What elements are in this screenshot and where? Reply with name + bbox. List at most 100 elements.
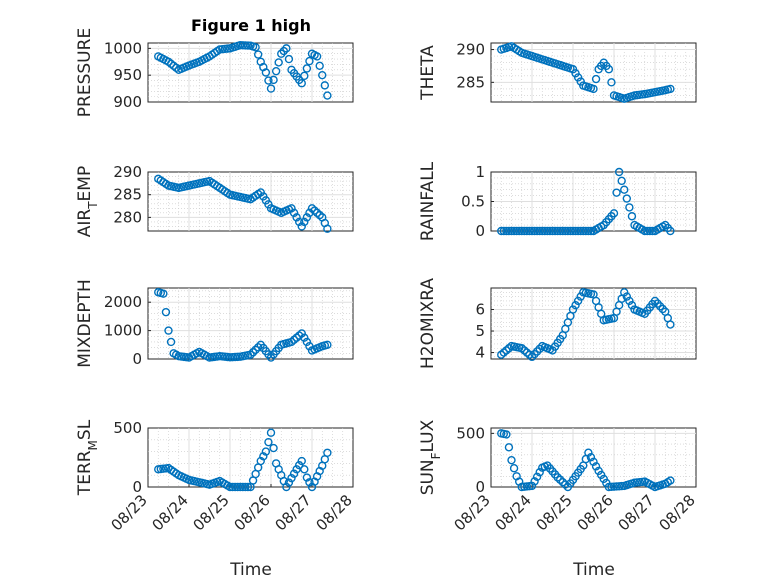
data-point-interp	[253, 50, 263, 59]
data-point-interp	[509, 464, 519, 473]
subplot-2: 285 290 THETA	[418, 41, 697, 103]
data-point	[266, 428, 276, 437]
data-point-interp	[274, 58, 283, 67]
data-point-interp	[310, 206, 319, 215]
y-axis-label: PRESSURE	[75, 28, 95, 117]
series-markers	[154, 428, 332, 492]
data-point	[527, 481, 537, 491]
data-point-interp	[238, 41, 248, 50]
data-point	[553, 473, 562, 482]
x-tick-label: 08/27	[615, 491, 658, 534]
data-point-interp	[591, 462, 601, 471]
figure-title: Figure 1 high	[191, 16, 311, 35]
data-point-interp	[300, 333, 309, 342]
x-tick-label: 08/23	[108, 491, 151, 534]
y-tick-label: 500	[113, 419, 142, 437]
data-point	[323, 224, 332, 233]
data-point-interp	[571, 301, 580, 310]
data-point	[297, 329, 306, 338]
subplot-3: 280 285 290 AIRTEMP	[75, 163, 354, 237]
data-point	[497, 350, 506, 359]
y-tick-label: 4	[475, 344, 485, 362]
data-point-interp	[233, 352, 242, 362]
data-point-interp	[622, 194, 632, 203]
data-point	[666, 226, 675, 236]
data-point-interp	[625, 296, 634, 306]
data-point-interp	[294, 460, 304, 470]
y-axis-label-subscript: F	[429, 452, 443, 459]
y-tick-label: 900	[113, 93, 142, 111]
subplot-5: 0 1000 2000 MIXDEPTH	[75, 279, 354, 368]
data-point-interp	[627, 212, 637, 221]
data-point	[225, 353, 235, 362]
data-point-interp	[612, 188, 621, 197]
data-point-interp	[259, 452, 268, 461]
data-point-interp	[302, 337, 312, 347]
data-point-interp	[269, 75, 278, 85]
y-axis-label: MIXDEPTH	[75, 279, 95, 368]
data-point-interp	[555, 475, 565, 484]
data-point-interp	[300, 217, 309, 227]
data-point	[666, 84, 675, 94]
data-point	[502, 430, 511, 439]
y-tick-label: 5	[475, 322, 485, 340]
data-point-interp	[228, 352, 237, 362]
x-tick-label: 08/26	[231, 491, 274, 534]
y-axis-label-suffix: SL	[75, 419, 95, 440]
y-axis-label-suffix: EMP	[75, 166, 95, 202]
y-axis-label-subscript: T	[86, 201, 100, 210]
x-tick-label: 08/28	[656, 491, 699, 534]
x-tick-label: 08/25	[190, 491, 233, 534]
y-tick-label: 950	[113, 66, 142, 84]
data-point-interp	[271, 66, 281, 76]
data-point	[266, 84, 276, 93]
data-point	[620, 185, 629, 194]
subplot-6: 4 5 6 H2OMIXRA	[418, 278, 697, 369]
axes-box	[147, 42, 354, 103]
data-point-interp	[617, 176, 626, 186]
data-point	[584, 448, 593, 457]
data-point	[568, 65, 578, 74]
data-point-interp	[627, 301, 637, 310]
data-point-interp	[607, 78, 616, 87]
data-point-interp	[586, 226, 596, 236]
data-point	[297, 222, 306, 231]
data-point-interp	[302, 64, 312, 73]
data-point-interp	[243, 41, 253, 50]
data-point-interp	[269, 443, 278, 453]
data-point	[236, 40, 245, 50]
y-axis-label-subscript: M	[86, 440, 100, 450]
data-point-interp	[502, 346, 511, 355]
y-tick-label: 1000	[104, 322, 142, 340]
data-point	[323, 340, 332, 349]
x-tick-label: 08/23	[451, 491, 494, 534]
y-axis-label: THETA	[418, 45, 438, 101]
data-point	[159, 289, 168, 298]
data-point-interp	[320, 81, 330, 90]
data-point-interp	[558, 477, 567, 487]
data-point-interp	[573, 296, 583, 306]
data-point	[614, 167, 624, 177]
data-point-interp	[655, 302, 665, 311]
data-point-interp	[532, 472, 542, 482]
data-point-interp	[243, 482, 253, 492]
data-point	[282, 482, 291, 492]
y-tick-label: 280	[113, 208, 142, 226]
data-point-interp	[300, 465, 309, 474]
data-point	[507, 455, 516, 465]
data-point-interp	[241, 482, 250, 492]
data-point	[650, 296, 660, 306]
data-point	[307, 204, 317, 213]
data-point-interp	[248, 348, 258, 357]
data-point	[282, 44, 291, 53]
data-point	[277, 49, 286, 58]
y-axis-label: RAINFALL	[418, 161, 438, 241]
y-axis-label-suffix: LUX	[418, 419, 438, 452]
series-markers	[497, 429, 675, 492]
data-point-interp	[520, 346, 529, 355]
y-tick-label: 285	[113, 186, 142, 204]
data-point-interp	[241, 41, 250, 50]
data-point	[297, 456, 306, 466]
